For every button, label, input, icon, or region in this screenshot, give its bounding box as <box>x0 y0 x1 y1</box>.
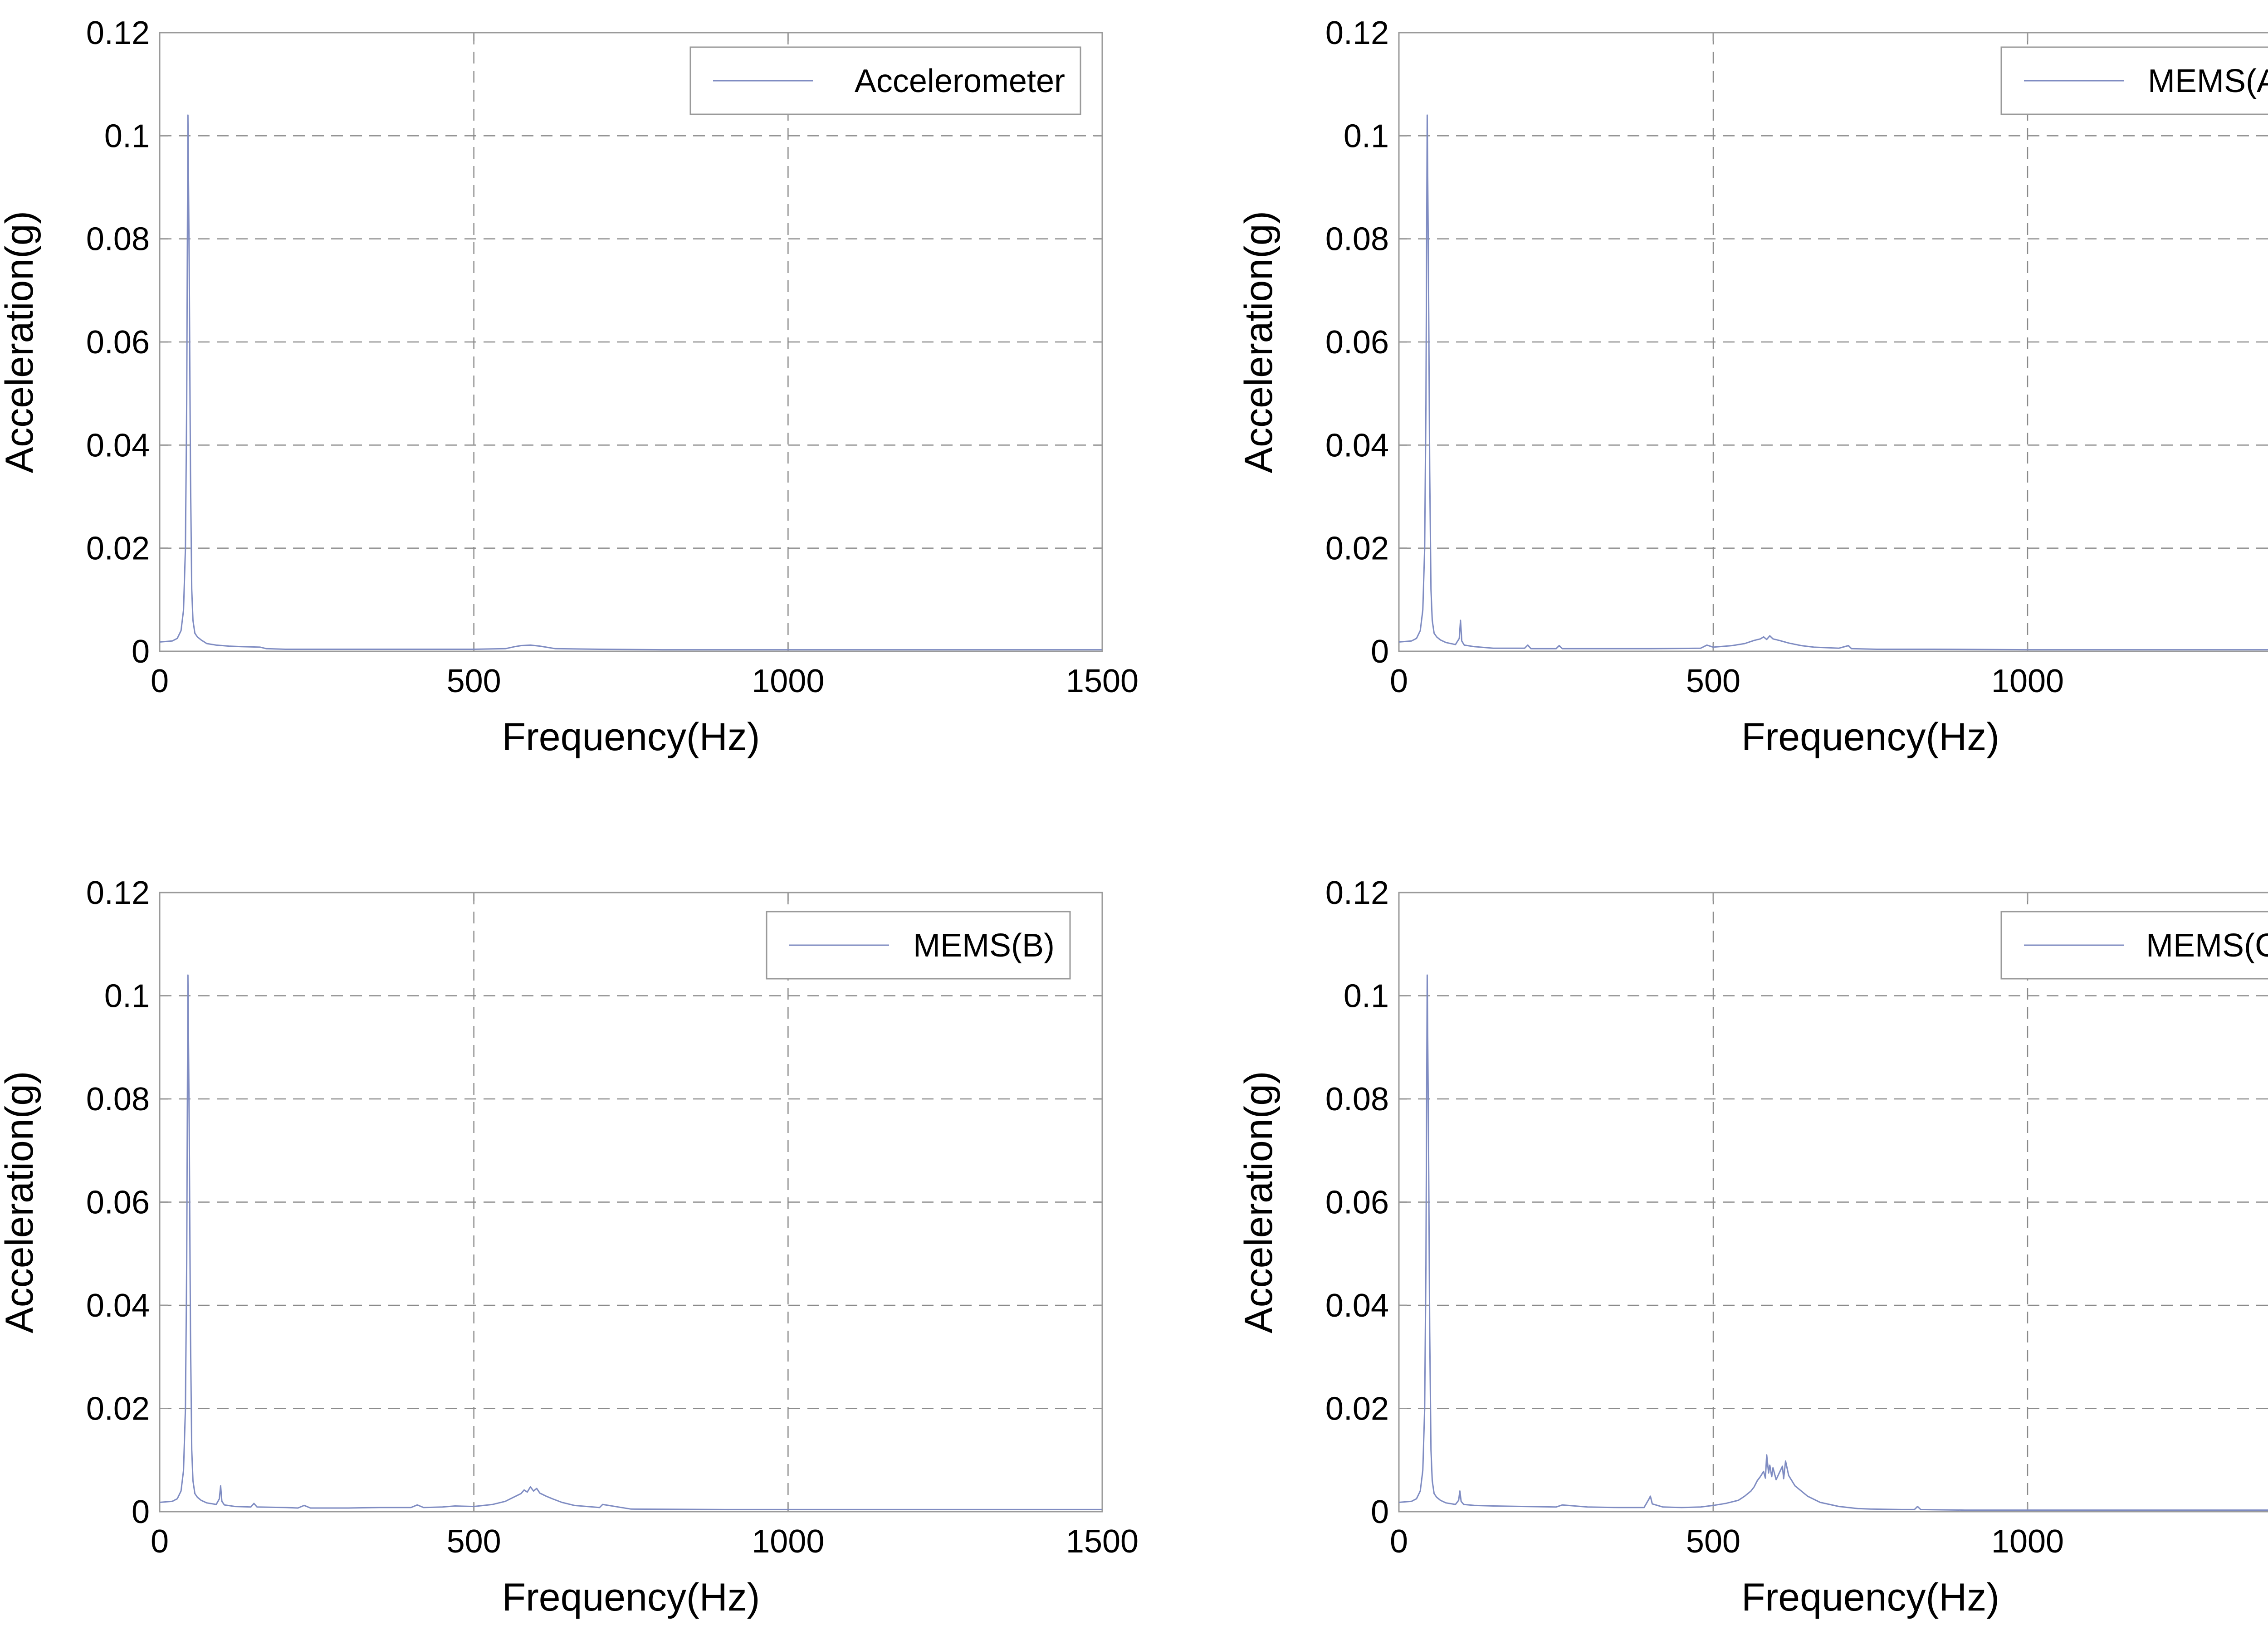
y-tick-label: 0.04 <box>1325 427 1389 464</box>
x-tick-label: 1000 <box>752 1523 824 1560</box>
x-axis-label: Frequency(Hz) <box>1741 715 1999 759</box>
y-tick-label: 0.02 <box>1325 531 1389 567</box>
x-tick-label: 0 <box>151 663 169 699</box>
legend: MEMS(C) <box>2000 911 2268 980</box>
y-tick-label: 0.12 <box>1325 875 1389 911</box>
series-line <box>1398 974 2268 1511</box>
x-axis-label: Frequency(Hz) <box>1741 1576 1999 1619</box>
chart-panel: 0 500 1000 1500 0 0.02 0.04 0.06 0.08 0.1 0.12 Freq… <box>0 15 1139 759</box>
legend: MEMS(B) <box>766 911 1071 980</box>
x-tick-label: 0 <box>1390 1523 1408 1560</box>
y-tick-label: 0.1 <box>1344 118 1389 154</box>
x-tick-label: 500 <box>447 1523 501 1560</box>
legend-label: MEMS(A) <box>2148 63 2268 99</box>
y-axis-label: Acceleration(g) <box>1237 1071 1281 1333</box>
y-tick-label: 0.04 <box>86 1288 150 1324</box>
chart-panel: 0 500 1000 1500 0 0.02 0.04 0.06 0.08 0.1 0.12 Freq… <box>0 875 1139 1619</box>
x-tick-label: 500 <box>1686 1523 1740 1560</box>
series-line <box>159 974 1102 1510</box>
legend-label: Accelerometer <box>855 63 1065 99</box>
y-tick-label: 0.02 <box>1325 1391 1389 1427</box>
y-tick-label: 0.02 <box>86 1391 150 1427</box>
y-axis-label: Acceleration(g) <box>1237 211 1281 473</box>
plot-area <box>1399 33 2268 651</box>
y-tick-label: 0.1 <box>104 978 150 1015</box>
x-tick-label: 1000 <box>1991 663 2064 699</box>
y-tick-label: 0 <box>1371 1494 1389 1530</box>
y-tick-label: 0.12 <box>1325 15 1389 51</box>
x-tick-label: 500 <box>447 663 501 699</box>
legend-label: MEMS(B) <box>913 927 1055 964</box>
y-tick-label: 0.04 <box>86 427 150 464</box>
chart-panel: 05001000150000.020.040.060.080.10.12Freq… <box>1237 875 2268 1619</box>
x-axis-label: Frequency(Hz) <box>502 715 760 759</box>
y-tick-label: 0.1 <box>1344 978 1389 1015</box>
y-tick-label: 0.06 <box>86 1185 150 1221</box>
y-tick-label: 0.06 <box>1325 1185 1389 1221</box>
y-tick-label: 0.06 <box>86 324 150 361</box>
y-tick-label: 0.08 <box>1325 221 1389 258</box>
series-line <box>159 114 1102 651</box>
y-tick-label: 0.1 <box>104 118 150 154</box>
x-tick-label: 1500 <box>1066 1523 1139 1560</box>
y-axis-label: Acceleration(g) <box>0 1071 41 1333</box>
y-tick-label: 0.08 <box>86 221 150 258</box>
chart-panel: 05001000150000.020.040.060.080.10.12Freq… <box>1237 15 2268 759</box>
y-axis-label: Acceleration(g) <box>0 211 41 473</box>
legend-label: MEMS(C) <box>2146 927 2268 964</box>
y-tick-label: 0.08 <box>86 1081 150 1118</box>
y-tick-label: 0 <box>1371 634 1389 670</box>
y-tick-label: 0.04 <box>1325 1288 1389 1324</box>
x-tick-label: 0 <box>151 1523 169 1560</box>
x-tick-label: 500 <box>1686 663 1740 699</box>
y-tick-label: 0.02 <box>86 531 150 567</box>
x-tick-label: 0 <box>1390 663 1408 699</box>
x-tick-label: 1500 <box>1066 663 1139 699</box>
y-tick-label: 0.12 <box>86 15 150 51</box>
y-tick-label: 0 <box>132 1494 150 1530</box>
y-tick-label: 0.06 <box>1325 324 1389 361</box>
y-tick-label: 0.08 <box>1325 1081 1389 1118</box>
y-tick-label: 0 <box>132 634 150 670</box>
y-tick-label: 0.12 <box>86 875 150 911</box>
x-tick-label: 1000 <box>1991 1523 2064 1560</box>
x-tick-label: 1000 <box>752 663 824 699</box>
legend: MEMS(A) <box>2000 46 2268 115</box>
x-axis-label: Frequency(Hz) <box>502 1576 760 1619</box>
plot-area <box>1399 893 2268 1512</box>
series-line <box>1398 114 2268 651</box>
legend: Accelerometer <box>689 46 1081 115</box>
